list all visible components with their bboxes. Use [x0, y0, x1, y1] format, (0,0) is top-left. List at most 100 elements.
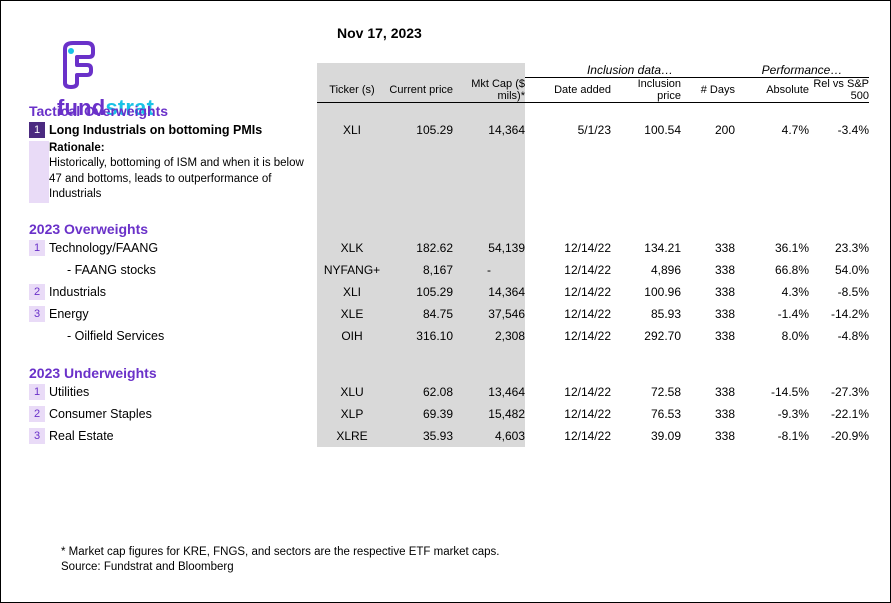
cell-rel: -4.8% — [809, 325, 869, 347]
row-name: Long Industrials on bottoming PMIs — [49, 119, 317, 141]
cell-incp: 85.93 — [611, 303, 681, 325]
hdr-incl-price: Inclusion price — [611, 78, 681, 103]
cell-incp: 100.54 — [611, 119, 681, 141]
cell-ticker: XLP — [317, 403, 387, 425]
cell-ticker: NYFANG+ — [317, 259, 387, 281]
cell-price: 69.39 — [387, 403, 453, 425]
column-header-row: Ticker (s) Current price Mkt Cap ($ mils… — [29, 78, 869, 103]
cell-price: 84.75 — [387, 303, 453, 325]
cell-price: 105.29 — [387, 119, 453, 141]
report-date: Nov 17, 2023 — [337, 25, 422, 41]
rationale-row: Rationale: Historically, bottoming of IS… — [29, 141, 869, 203]
cell-rel: -3.4% — [809, 119, 869, 141]
group-header-inclusion: Inclusion data… — [525, 63, 735, 78]
footnote: * Market cap figures for KRE, FNGS, and … — [61, 545, 499, 576]
cell-incp: 72.58 — [611, 381, 681, 403]
cell-price: 62.08 — [387, 381, 453, 403]
cell-days: 338 — [681, 425, 735, 447]
table-row: 2 Industrials XLI 105.29 14,364 12/14/22… — [29, 281, 869, 303]
cell-incp: 39.09 — [611, 425, 681, 447]
rank-badge: 1 — [29, 384, 45, 400]
rationale-title: Rationale: — [49, 142, 105, 154]
table-row: 1 Utilities XLU 62.08 13,464 12/14/22 72… — [29, 381, 869, 403]
cell-days: 338 — [681, 403, 735, 425]
cell-price: 8,167 — [387, 259, 453, 281]
row-name: Energy — [49, 303, 317, 325]
cell-date: 12/14/22 — [525, 237, 611, 259]
cell-abs: 4.7% — [735, 119, 809, 141]
cell-ticker: XLRE — [317, 425, 387, 447]
cell-abs: 36.1% — [735, 237, 809, 259]
cell-date: 12/14/22 — [525, 425, 611, 447]
cell-rel: -20.9% — [809, 425, 869, 447]
cell-incp: 4,896 — [611, 259, 681, 281]
cell-mcap: 14,364 — [453, 281, 525, 303]
footnote-line2: Source: Fundstrat and Bloomberg — [61, 561, 234, 573]
row-name: - Oilfield Services — [49, 325, 317, 347]
table-row: 3 Energy XLE 84.75 37,546 12/14/22 85.93… — [29, 303, 869, 325]
cell-date: 12/14/22 — [525, 303, 611, 325]
row-name: - FAANG stocks — [49, 259, 317, 281]
cell-days: 200 — [681, 119, 735, 141]
footnote-line1: * Market cap figures for KRE, FNGS, and … — [61, 546, 499, 558]
cell-price: 105.29 — [387, 281, 453, 303]
cell-ticker: XLE — [317, 303, 387, 325]
hdr-price: Current price — [387, 78, 453, 103]
row-name: Consumer Staples — [49, 403, 317, 425]
cell-date: 5/1/23 — [525, 119, 611, 141]
rank-badge: 3 — [29, 428, 45, 444]
cell-date: 12/14/22 — [525, 325, 611, 347]
cell-days: 338 — [681, 259, 735, 281]
cell-incp: 100.96 — [611, 281, 681, 303]
section-title: 2023 Overweights — [29, 203, 317, 237]
cell-abs: -1.4% — [735, 303, 809, 325]
cell-mcap: 37,546 — [453, 303, 525, 325]
cell-ticker: OIH — [317, 325, 387, 347]
section-title: Tactical Overweights — [29, 103, 317, 119]
cell-mcap: 13,464 — [453, 381, 525, 403]
holdings-table: Inclusion data… Performance… Ticker (s) … — [29, 63, 869, 447]
cell-mcap: - — [453, 259, 525, 281]
cell-rel: -27.3% — [809, 381, 869, 403]
cell-incp: 292.70 — [611, 325, 681, 347]
cell-abs: -9.3% — [735, 403, 809, 425]
report-page: Nov 17, 2023 fundstrat Inclusion data… P… — [0, 0, 891, 603]
hdr-days: # Days — [681, 78, 735, 103]
rank-badge: 3 — [29, 306, 45, 322]
table-row: 1 Long Industrials on bottoming PMIs XLI… — [29, 119, 869, 141]
cell-rel: -14.2% — [809, 303, 869, 325]
cell-rel: 54.0% — [809, 259, 869, 281]
rationale-body: Historically, bottoming of ISM and when … — [49, 157, 304, 200]
section-title-row: 2023 Underweights — [29, 347, 869, 381]
table-row: - FAANG stocks NYFANG+ 8,167 - 12/14/22 … — [29, 259, 869, 281]
cell-mcap: 4,603 — [453, 425, 525, 447]
cell-rel: 23.3% — [809, 237, 869, 259]
cell-date: 12/14/22 — [525, 403, 611, 425]
group-header-row: Inclusion data… Performance… — [29, 63, 869, 78]
cell-days: 338 — [681, 237, 735, 259]
cell-ticker: XLI — [317, 119, 387, 141]
cell-mcap: 14,364 — [453, 119, 525, 141]
cell-rel: -8.5% — [809, 281, 869, 303]
rank-badge: 2 — [29, 406, 45, 422]
group-header-performance: Performance… — [735, 63, 869, 78]
cell-price: 35.93 — [387, 425, 453, 447]
rank-badge: 1 — [29, 122, 45, 138]
cell-mcap: 15,482 — [453, 403, 525, 425]
section-title-row: 2023 Overweights — [29, 203, 869, 237]
cell-incp: 76.53 — [611, 403, 681, 425]
cell-date: 12/14/22 — [525, 259, 611, 281]
row-name: Industrials — [49, 281, 317, 303]
cell-abs: 8.0% — [735, 325, 809, 347]
cell-ticker: XLI — [317, 281, 387, 303]
table-row: 2 Consumer Staples XLP 69.39 15,482 12/1… — [29, 403, 869, 425]
rank-badge: 1 — [29, 240, 45, 256]
cell-abs: -14.5% — [735, 381, 809, 403]
hdr-date-added: Date added — [525, 78, 611, 103]
cell-abs: -8.1% — [735, 425, 809, 447]
cell-days: 338 — [681, 381, 735, 403]
table-row: 3 Real Estate XLRE 35.93 4,603 12/14/22 … — [29, 425, 869, 447]
table-row: 1 Technology/FAANG XLK 182.62 54,139 12/… — [29, 237, 869, 259]
cell-incp: 134.21 — [611, 237, 681, 259]
cell-mcap: 54,139 — [453, 237, 525, 259]
